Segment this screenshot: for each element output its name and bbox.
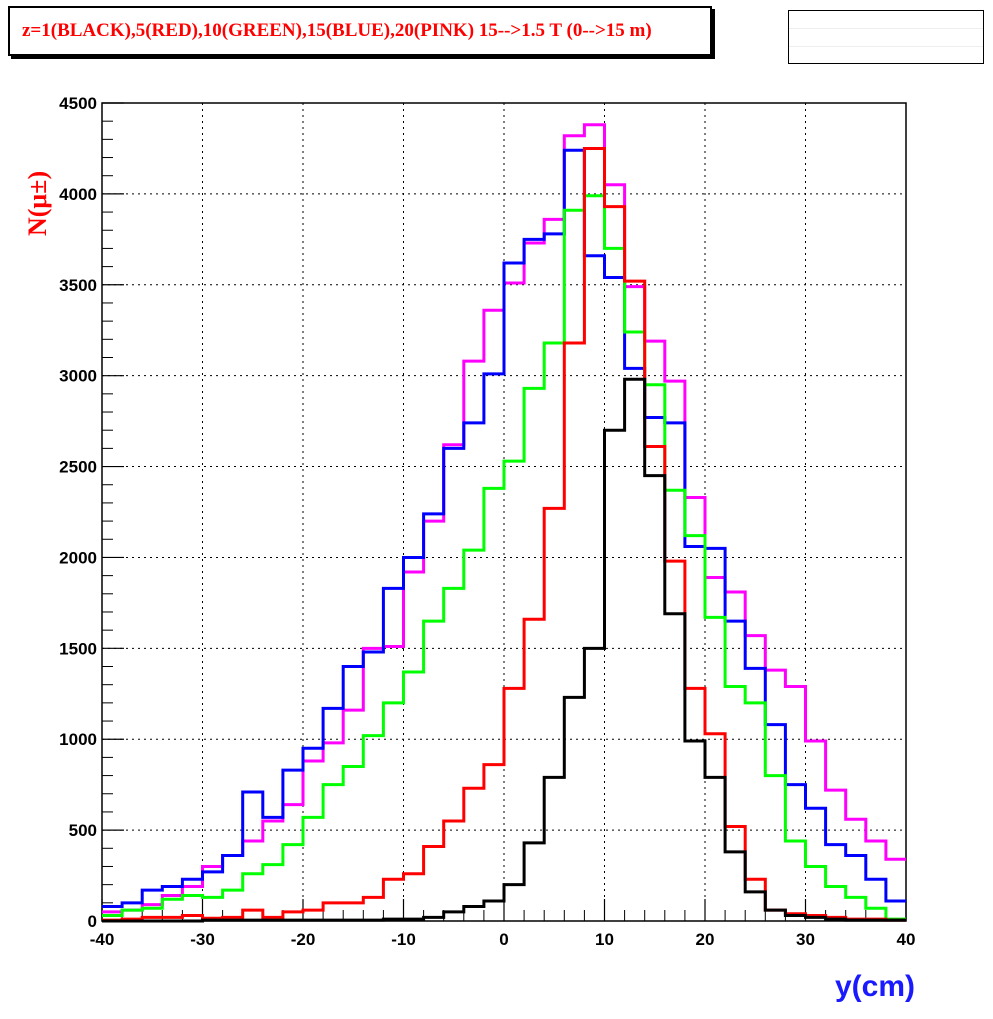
histogram-series-line xyxy=(102,146,906,922)
y-tick-labels: 0 500 1000 1500 2000 2500 3000 3500 4000 4500 xyxy=(59,94,97,931)
chart-title: z=1(BLACK),5(RED),10(GREEN),15(BLUE),20(… xyxy=(22,20,652,41)
y-tick-label: 3000 xyxy=(59,367,97,386)
x-tick-label: 40 xyxy=(897,930,916,949)
x-tick-label: -20 xyxy=(291,930,316,949)
chart-title-box: z=1(BLACK),5(RED),10(GREEN),15(BLUE),20(… xyxy=(8,6,712,56)
histogram-series xyxy=(102,123,906,923)
x-axis-label: y(cm) xyxy=(835,970,916,1003)
x-tick-labels: -40 -30 -20 -10 0 10 20 30 40 xyxy=(90,930,916,949)
statistics-divider xyxy=(789,46,983,47)
y-tick-label: 3500 xyxy=(59,276,97,295)
y-tick-label: 4500 xyxy=(59,94,97,113)
y-tick-label: 1500 xyxy=(59,639,97,658)
y-tick-label: 2000 xyxy=(59,548,97,567)
x-tick-label: 20 xyxy=(696,930,715,949)
y-tick-label: 2500 xyxy=(59,458,97,477)
histogram-series-line xyxy=(102,194,906,921)
x-tick-label: 10 xyxy=(595,930,614,949)
histogram-series-line xyxy=(102,377,906,923)
x-tick-label: 0 xyxy=(499,930,508,949)
y-tick-label: 0 xyxy=(88,912,97,931)
statistics-box xyxy=(788,10,984,64)
y-tick-label: 4000 xyxy=(59,185,97,204)
y-tick-label: 500 xyxy=(69,821,97,840)
y-tick-label: 1000 xyxy=(59,730,97,749)
x-tick-label: -30 xyxy=(190,930,215,949)
x-tick-label: -40 xyxy=(90,930,115,949)
y-axis-label: N(μ±) xyxy=(23,171,52,236)
x-tick-label: 30 xyxy=(796,930,815,949)
x-tick-label: -10 xyxy=(391,930,416,949)
statistics-divider xyxy=(789,28,983,29)
